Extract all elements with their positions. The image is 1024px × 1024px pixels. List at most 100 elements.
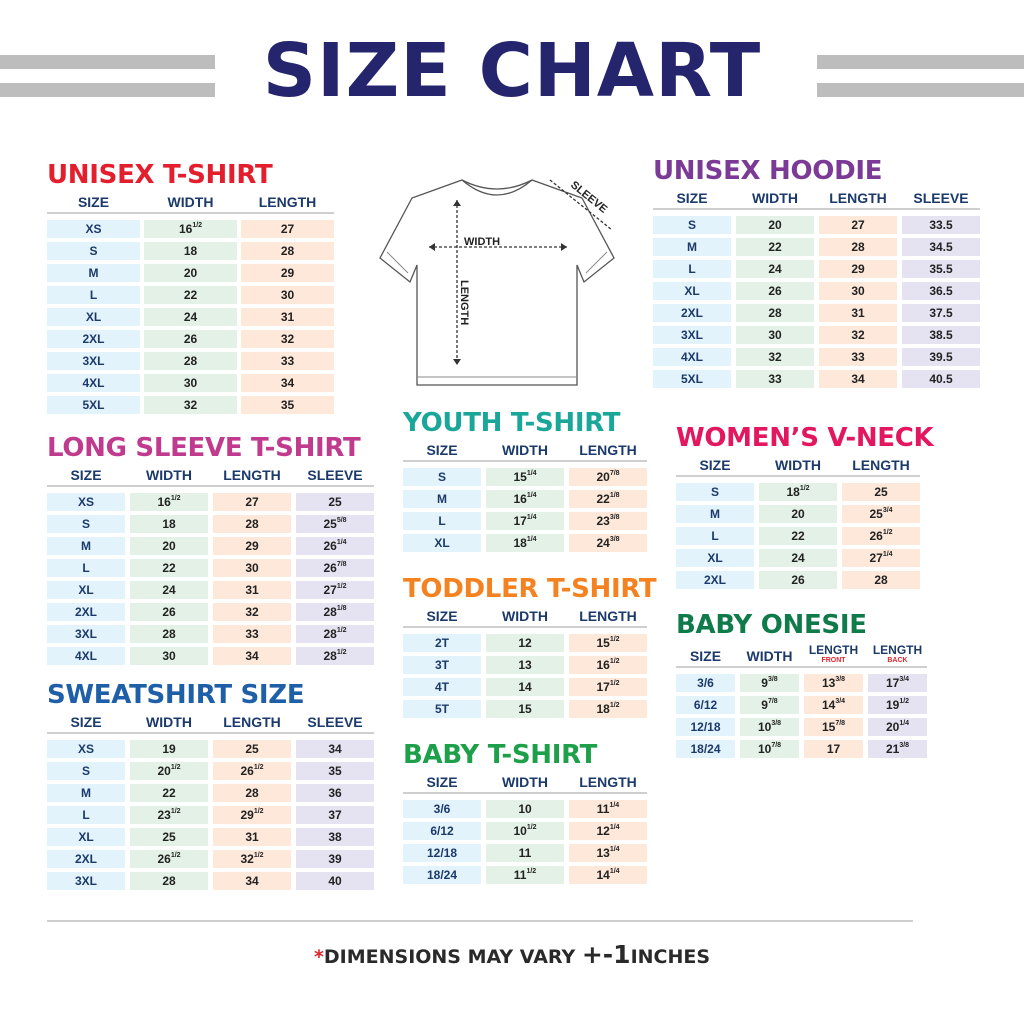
table-row: 12/18 11 131/4 — [403, 844, 647, 862]
table-cell: 26 — [759, 571, 837, 589]
table-cell: 12 — [486, 634, 564, 652]
table-cell: 38.5 — [902, 326, 980, 344]
column-header: SLEEVE — [902, 190, 980, 206]
table-cell: 261/2 — [130, 850, 208, 868]
table-row: XS 161/2 27 25 — [47, 493, 374, 511]
table-cell: XS — [47, 493, 125, 511]
fraction: 7/8 — [609, 470, 620, 477]
table-cell: 111/4 — [569, 800, 647, 818]
header-label: WIDTH — [146, 467, 192, 483]
table-cell: 5T — [403, 700, 481, 718]
footer-text: DIMENSIONS MAY VARY — [323, 946, 582, 968]
fraction: 1/2 — [336, 583, 347, 590]
table-cell: XL — [653, 282, 731, 300]
table-cell: 25 — [213, 740, 291, 758]
fraction: 1/4 — [609, 824, 620, 831]
table-cell: 6/12 — [676, 696, 735, 714]
table-cell: 26 — [144, 330, 237, 348]
table-row: M 22 28 34.5 — [653, 238, 980, 256]
header-label: LENGTH — [579, 608, 637, 624]
table-cell: 261/4 — [296, 537, 374, 555]
table-cell: 28 — [130, 625, 208, 643]
table-row: L 171/4 233/8 — [403, 512, 647, 530]
header-label: WIDTH — [746, 648, 793, 664]
table-cell: S — [47, 242, 140, 260]
table-cell: 26 — [736, 282, 814, 300]
table-cell: 221/8 — [569, 490, 647, 508]
table-row: 2XL 28 31 37.5 — [653, 304, 980, 322]
table-cell: 4T — [403, 678, 481, 696]
header-row: SIZE WIDTH LENGTH — [47, 194, 334, 214]
column-header: SIZE — [403, 442, 481, 458]
toddler-tshirt-section: TODDLER T-SHIRT SIZE WIDTH LENGTH 2T 12 151/2 3… — [403, 574, 657, 722]
table-cell: 281/2 — [296, 625, 374, 643]
header-label: LENGTH — [808, 643, 859, 657]
table-cell: 291/2 — [213, 806, 291, 824]
table-cell: 29 — [241, 264, 334, 282]
table-row: 3T 13 161/2 — [403, 656, 647, 674]
fraction: 7/8 — [835, 720, 846, 727]
column-header: LENGTH BACK — [868, 644, 927, 665]
table-cell: 141/4 — [569, 866, 647, 884]
header-row: SIZE WIDTH LENGTH SLEEVE — [653, 190, 980, 210]
header-row: SIZE WIDTH LENGTH FRONT LENGTH BACK — [676, 644, 927, 668]
table-cell: XL — [47, 828, 125, 846]
header-label: WIDTH — [775, 457, 821, 473]
table-cell: 231/2 — [130, 806, 208, 824]
table-row: 5XL 33 34 40.5 — [653, 370, 980, 388]
table-cell: 151/4 — [486, 468, 564, 486]
table-cell: 11 — [486, 844, 564, 862]
long-sleeve-tshirt-section: LONG SLEEVE T-SHIRT SIZE WIDTH LENGTH SLEEVE… — [47, 433, 374, 669]
fraction: 1/2 — [170, 808, 181, 815]
table-cell: 39.5 — [902, 348, 980, 366]
table-cell: 20 — [130, 537, 208, 555]
table-row: 18/24 111/2 141/4 — [403, 866, 647, 884]
table-cell: 111/2 — [486, 866, 564, 884]
table-cell: 34.5 — [902, 238, 980, 256]
table-cell: 32 — [213, 603, 291, 621]
sweatshirt-section: SWEATSHIRT SIZE SIZE WIDTH LENGTH SLEEVE XS 19… — [47, 680, 374, 894]
header-label: SIZE — [689, 648, 722, 664]
table-cell: 34 — [819, 370, 897, 388]
footer-note: *DIMENSIONS MAY VARY +-1INCHES — [0, 940, 1024, 969]
fraction: 7/8 — [771, 742, 782, 749]
table-cell: XS — [47, 740, 125, 758]
fraction: 1/4 — [336, 539, 347, 546]
table-cell: 38 — [296, 828, 374, 846]
fraction: 1/2 — [609, 658, 620, 665]
header-label: SIZE — [676, 190, 708, 206]
table-row: 2T 12 151/2 — [403, 634, 647, 652]
table-cell: L — [653, 260, 731, 278]
section-title: TODDLER T-SHIRT — [403, 574, 657, 604]
baby-tshirt-table: SIZE WIDTH LENGTH 3/6 10 111/4 6/12 101/2 121/4 1… — [403, 774, 647, 884]
table-cell: XL — [47, 308, 140, 326]
table-row: 3XL 28 34 40 — [47, 872, 374, 890]
table-cell: 27 — [819, 216, 897, 234]
fraction: 3/4 — [835, 698, 846, 705]
table-cell: 29 — [213, 537, 291, 555]
table-cell: 4XL — [47, 374, 140, 392]
table-row: 3XL 28 33 — [47, 352, 334, 370]
table-cell: 281/8 — [296, 603, 374, 621]
header-label: LENGTH — [829, 190, 887, 206]
table-cell: 191/2 — [868, 696, 927, 714]
table-cell: XS — [47, 220, 140, 238]
fraction: 3/4 — [899, 676, 910, 683]
table-cell: 3XL — [47, 625, 125, 643]
table-cell: 39 — [296, 850, 374, 868]
fraction: 3/8 — [609, 536, 620, 543]
column-header: SLEEVE — [296, 467, 374, 483]
table-cell: 33 — [736, 370, 814, 388]
table-cell: 24 — [130, 581, 208, 599]
tolerance: +-1 — [581, 940, 631, 969]
table-cell: 28 — [213, 784, 291, 802]
table-cell: XL — [47, 581, 125, 599]
table-cell: 30 — [819, 282, 897, 300]
table-cell: 33 — [241, 352, 334, 370]
table-cell: 32 — [819, 326, 897, 344]
header-row: SIZE WIDTH LENGTH SLEEVE — [47, 714, 374, 734]
fraction: 3/8 — [771, 720, 782, 727]
table-cell: 25 — [842, 483, 920, 501]
column-header: LENGTH — [842, 457, 920, 473]
table-cell: 31 — [819, 304, 897, 322]
